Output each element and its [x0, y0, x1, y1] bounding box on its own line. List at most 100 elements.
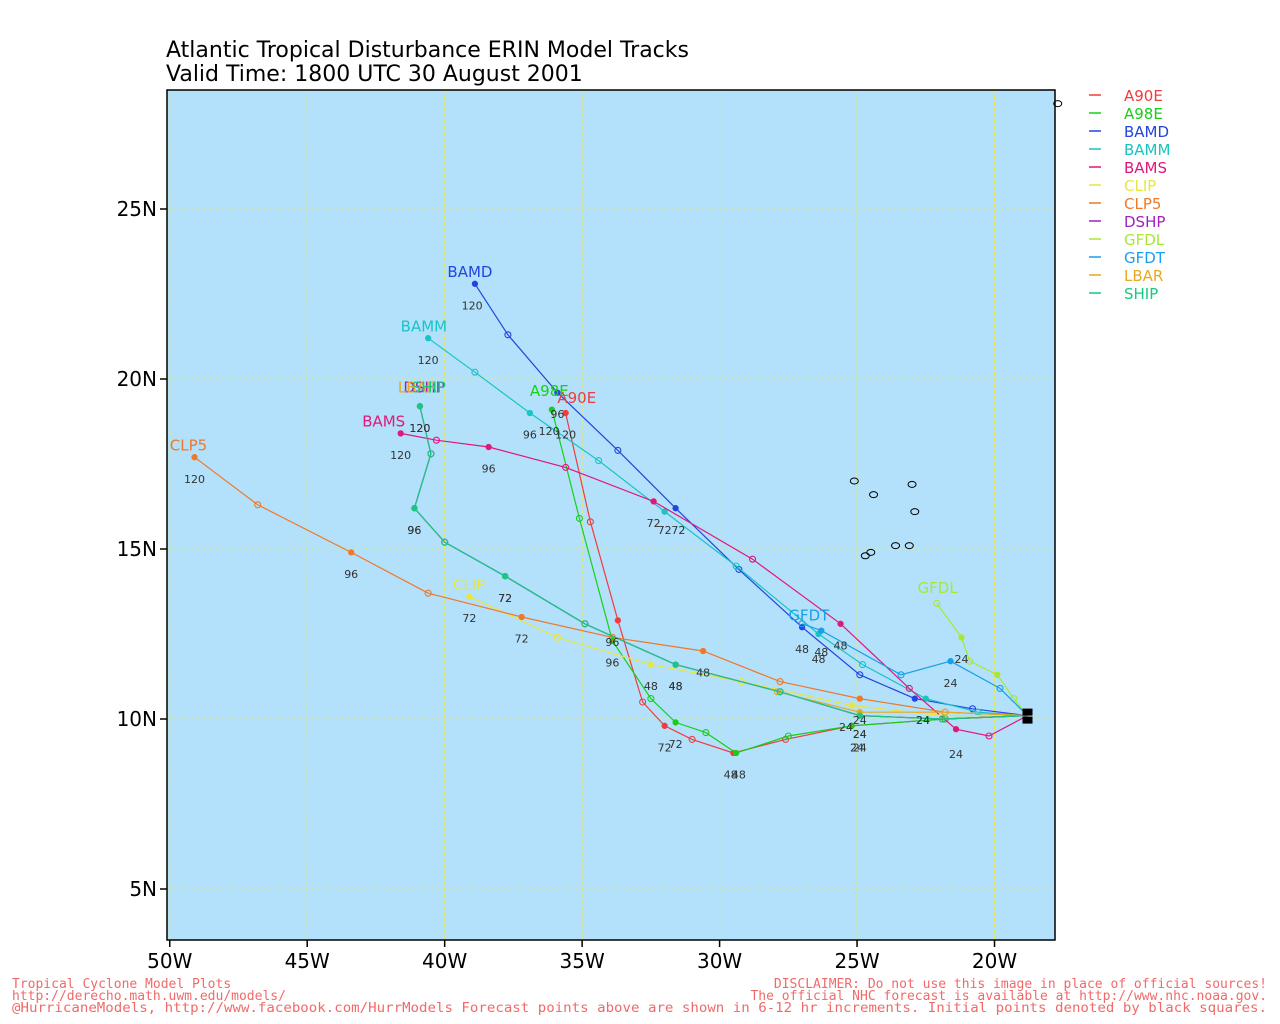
lon-tick-label: 30W — [697, 949, 742, 973]
track-point — [911, 695, 918, 702]
track-point — [548, 406, 556, 413]
track-point — [702, 729, 710, 737]
forecast-hour-label: 96 — [550, 408, 564, 421]
forecast-hour-label: 24 — [955, 653, 969, 666]
track-point — [837, 620, 844, 627]
forecast-hour-label: 24 — [853, 728, 867, 741]
track-point — [425, 335, 432, 342]
track-line — [777, 691, 1028, 717]
track-point — [614, 617, 622, 624]
legend-item-clip: CLIP — [1089, 177, 1156, 195]
track-point — [848, 702, 855, 709]
track-point — [432, 436, 440, 444]
track-line — [936, 603, 1028, 716]
forecast-hour-label: 48 — [812, 653, 826, 666]
track-point — [518, 613, 525, 621]
track-point — [672, 719, 679, 726]
legend-label: A98E — [1124, 105, 1163, 123]
track-point — [661, 722, 668, 729]
track-point — [427, 450, 435, 458]
forecast-hour-label: 48 — [669, 680, 683, 693]
island-outline — [891, 542, 901, 550]
legend-label: LBAR — [1124, 267, 1163, 285]
legend-item-a90e: A90E — [1089, 87, 1163, 105]
track-point — [732, 749, 740, 757]
forecast-hour-label: 48 — [644, 680, 658, 693]
legend-label: BAMM — [1124, 141, 1170, 159]
track-line — [413, 406, 1028, 720]
forecast-hour-label: 24 — [916, 714, 930, 727]
map-gridlines — [167, 90, 1055, 940]
island-outline — [869, 491, 879, 499]
island-outlines — [849, 100, 1063, 560]
track-point — [856, 695, 863, 702]
track-ship — [411, 403, 1028, 723]
track-point — [661, 508, 668, 515]
forecast-hour-labels: 24 48 72 96 120 24 48 72 96 120 24 48 72 96 120 24 48 72 9… — [184, 299, 969, 781]
track-point — [504, 331, 512, 339]
track-label-lbar: LBAR — [398, 379, 437, 397]
track-line — [551, 409, 1028, 754]
track-point — [471, 368, 479, 376]
lon-tick-label: 25W — [834, 949, 879, 973]
legend-item-bams: BAMS — [1089, 159, 1167, 177]
legend-label: SHIP — [1124, 285, 1158, 303]
track-point — [471, 280, 479, 287]
track-label-bamm: BAMM — [401, 317, 447, 335]
track-point — [441, 538, 449, 546]
footer-disclaimer: DISCLAIMER: Do not use this image in pla… — [774, 977, 1267, 992]
track-point — [966, 657, 974, 665]
forecast-hour-label: 48 — [795, 643, 809, 656]
track-point — [554, 389, 561, 396]
track-point — [968, 705, 977, 713]
track-point — [798, 620, 806, 628]
track-label-dshp: DSHP — [403, 379, 444, 397]
track-point — [595, 457, 603, 465]
forecast-hour-label: 120 — [409, 422, 430, 435]
track-label-gfdl: GFDL — [918, 579, 959, 597]
legend-label: BAMD — [1124, 123, 1169, 141]
track-point — [416, 403, 424, 410]
track-label-bams: BAMS — [362, 413, 405, 431]
forecast-hour-label: 120 — [409, 422, 430, 435]
forecast-hour-label: 24 — [853, 728, 867, 741]
forecast-hour-label: 24 — [853, 741, 867, 754]
track-point — [994, 671, 1001, 678]
legend-item-a98e: A98E — [1089, 105, 1163, 123]
island-outline — [904, 542, 914, 550]
track-gfdl — [933, 599, 1028, 716]
track-point — [749, 555, 757, 563]
forecast-hour-label: 96 — [605, 656, 619, 669]
forecast-hour-label: 72 — [498, 592, 512, 605]
legend-label: A90E — [1124, 87, 1163, 105]
lon-tick-label: 35W — [560, 949, 605, 973]
forecast-hour-label: 120 — [462, 299, 483, 312]
forecast-hour-label: 72 — [515, 633, 529, 646]
forecast-hour-label: 96 — [344, 568, 358, 581]
forecast-hour-label: 24 — [853, 714, 867, 727]
legend-item-ship: SHIP — [1089, 285, 1158, 303]
track-point — [897, 671, 905, 679]
track-point — [859, 661, 867, 669]
track-lbar — [773, 688, 1028, 717]
footer-credits: @HurricaneModels, http://www.facebook.co… — [12, 1001, 1267, 1016]
track-point — [614, 446, 622, 454]
forecast-hour-label: 48 — [696, 667, 710, 680]
forecast-hour-label: 24 — [839, 721, 853, 734]
forecast-hour-label: 72 — [658, 741, 672, 754]
legend-label: GFDL — [1124, 231, 1165, 249]
forecast-hour-label: 96 — [523, 429, 537, 442]
track-point — [424, 589, 432, 597]
track-point — [553, 633, 561, 641]
track-label-a98e: A98E — [530, 382, 569, 400]
forecast-hour-label: 120 — [555, 429, 576, 442]
forecast-hour-label: 72 — [671, 524, 685, 537]
track-point — [562, 409, 569, 417]
forecast-hour-label: 72 — [647, 517, 661, 530]
forecast-hour-label: 72 — [669, 738, 683, 751]
track-line — [400, 432, 1028, 737]
track-point — [254, 501, 262, 509]
island-outline — [866, 548, 876, 556]
